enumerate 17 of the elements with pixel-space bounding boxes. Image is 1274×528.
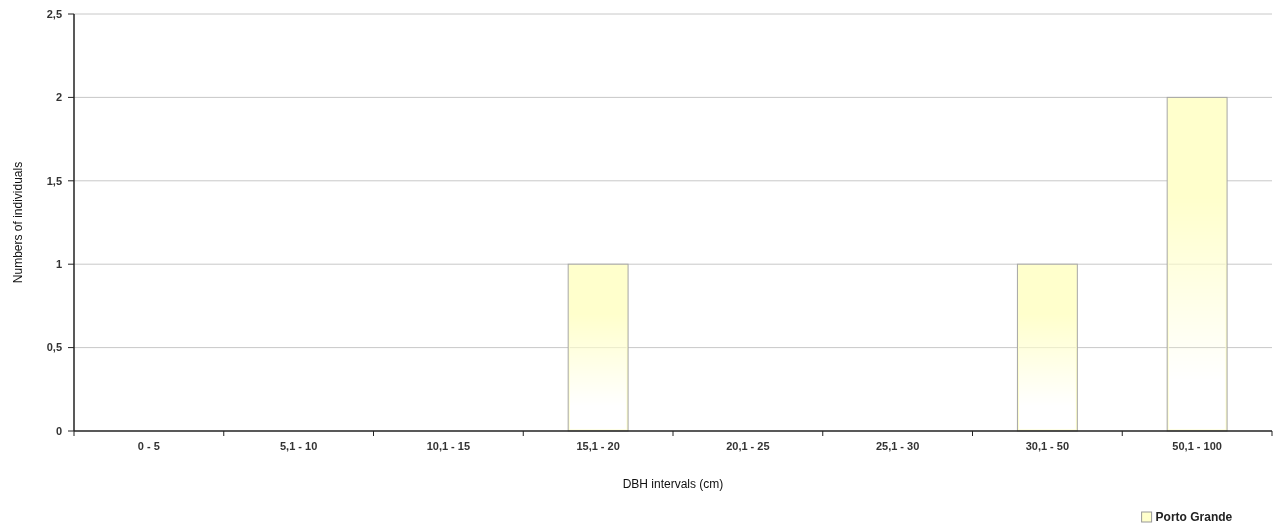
x-tick-label: 0 - 5 bbox=[137, 440, 160, 452]
y-tick-label: 1 bbox=[55, 258, 62, 271]
legend-label: Porto Grande bbox=[1155, 510, 1233, 524]
y-tick-label: 0,5 bbox=[46, 341, 62, 354]
x-tick-label: 20,1 - 25 bbox=[726, 440, 770, 452]
y-axis-title: Numbers of individuals bbox=[11, 161, 25, 284]
x-tick-label: 15,1 - 20 bbox=[576, 440, 620, 452]
x-tick-label: 25,1 - 30 bbox=[875, 440, 920, 452]
y-tick-label: 1,5 bbox=[46, 174, 62, 187]
y-tick-label: 2,5 bbox=[46, 7, 62, 20]
x-tick-label: 50,1 - 100 bbox=[1172, 440, 1222, 452]
y-tick-label: 2 bbox=[55, 91, 62, 104]
x-axis-title: DBH intervals (cm) bbox=[622, 477, 724, 491]
x-tick-label: 5,1 - 10 bbox=[279, 440, 318, 452]
x-tick-label: 10,1 - 15 bbox=[426, 440, 471, 452]
x-tick-label: 30,1 - 50 bbox=[1025, 440, 1070, 452]
y-tick-label: 0 bbox=[55, 424, 62, 437]
